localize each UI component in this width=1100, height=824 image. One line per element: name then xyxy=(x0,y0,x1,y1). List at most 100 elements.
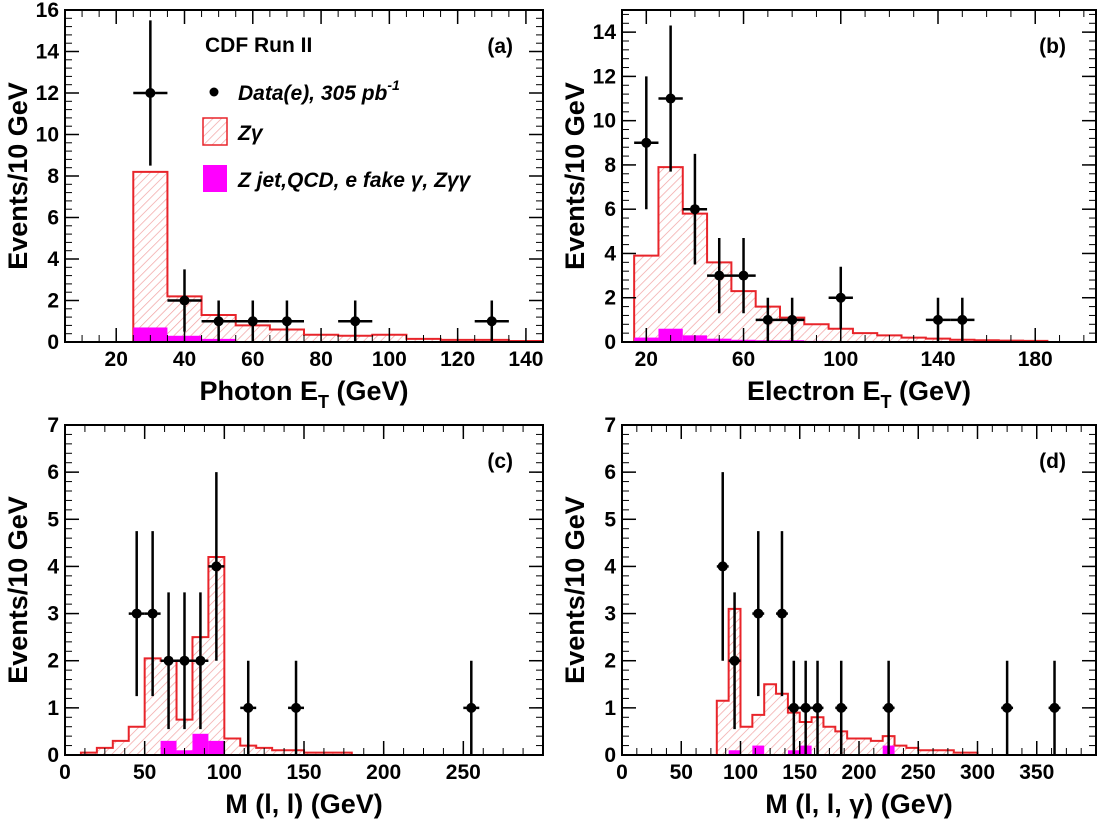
signal-bin-9 xyxy=(224,738,241,755)
panel-a: 0 2 4 6 8 10 12 14 16 20 40 60 80 100 120 140 (a) Events/… xyxy=(3,0,544,412)
y-tick-label: 4 xyxy=(604,555,616,578)
data-marker xyxy=(195,655,206,666)
y-axis-label: Events/10 GeV xyxy=(3,82,33,270)
data-marker xyxy=(350,316,361,327)
y-tick-label: 3 xyxy=(47,603,59,626)
signal-bin-0 xyxy=(634,255,659,342)
x-axis-label-main: Electron E xyxy=(747,376,881,406)
data-point-2 xyxy=(160,592,177,730)
signal-bin-11 xyxy=(847,738,859,755)
data-marker xyxy=(776,608,787,619)
data-marker xyxy=(1002,702,1013,713)
x-axis-label-subscript: T xyxy=(881,392,892,412)
data-point-10 xyxy=(1048,660,1061,755)
x-tick-label: 200 xyxy=(841,761,876,784)
x-axis-label-unit: (GeV) xyxy=(329,376,409,406)
signal-bin-13 xyxy=(870,740,883,755)
x-tick-label: 20 xyxy=(105,348,128,371)
y-tick-label: 12 xyxy=(593,65,616,88)
data-point-4 xyxy=(731,237,756,314)
x-axis-label: M (l, l) (GeV) xyxy=(225,789,383,819)
signal-bin-21 xyxy=(965,752,978,755)
data-point-6 xyxy=(811,660,824,755)
y-tick-label: 3 xyxy=(604,603,616,626)
data-point-6 xyxy=(240,660,257,755)
y-tick-label: 2 xyxy=(47,290,59,313)
data-marker xyxy=(717,561,728,572)
background-bin-1 xyxy=(752,745,765,755)
signal-bin-5 xyxy=(776,693,788,755)
y-tick-label: 14 xyxy=(36,41,60,64)
panel-label: (d) xyxy=(1039,450,1066,473)
data-point-1 xyxy=(728,592,741,730)
data-marker xyxy=(131,608,142,619)
data-marker xyxy=(147,608,158,619)
background-bin-0 xyxy=(728,750,741,755)
signal-bin-0 xyxy=(80,752,97,755)
x-tick-label: 140 xyxy=(508,348,543,371)
signal-bin-16 xyxy=(906,747,919,755)
y-tick-label: 1 xyxy=(47,697,59,720)
data-marker xyxy=(957,314,968,325)
x-tick-label: 60 xyxy=(732,348,755,371)
y-tick-label: 5 xyxy=(47,508,59,531)
data-point-4 xyxy=(192,592,209,730)
data-marker xyxy=(762,314,773,325)
signal-bin-9 xyxy=(823,726,836,755)
data-point-6 xyxy=(780,297,805,342)
data-point-0 xyxy=(634,76,659,210)
signal-bin-6 xyxy=(176,719,193,755)
signal-bin-14 xyxy=(304,752,320,755)
background-bin-0 xyxy=(160,740,177,755)
data-marker xyxy=(729,655,740,666)
signal-bin-17 xyxy=(918,750,931,755)
x-axis-label-unit: (GeV) xyxy=(873,789,953,819)
data-point-2 xyxy=(752,531,765,697)
legend: CDF Run II Data(e), 305 pb-1 Zγ Z jet,QC… xyxy=(202,34,472,192)
panel-b: 0 2 4 6 8 10 12 14 20 60 100 140 180 (b) Events/10 GeV… xyxy=(560,9,1097,412)
data-marker xyxy=(836,702,847,713)
signal-bin-7 xyxy=(804,324,829,342)
data-point-8 xyxy=(463,660,480,755)
data-marker xyxy=(641,137,652,148)
x-axis-label-main: Photon E xyxy=(200,376,318,406)
data-point-5 xyxy=(208,472,225,661)
data-marker xyxy=(738,270,749,281)
data-marker xyxy=(243,702,254,713)
signal-bin-15 xyxy=(894,745,907,755)
y-tick-label: 2 xyxy=(604,650,616,673)
legend-data-superscript: -1 xyxy=(387,77,400,93)
signal-histogram-outline xyxy=(715,607,979,756)
y-tick-label: 16 xyxy=(36,0,59,22)
data-point-8 xyxy=(882,660,895,755)
data-marker xyxy=(179,295,190,306)
x-tick-label: 100 xyxy=(207,761,242,784)
data-point-5 xyxy=(799,660,812,755)
plot-frame xyxy=(621,9,1097,343)
legend-background-label: Z jet,QCD, e fake γ, Zγγ xyxy=(237,169,472,192)
x-axis-label-main: M (l, l, γ) xyxy=(765,789,873,819)
signal-bin-2 xyxy=(740,726,753,755)
signal-bin-12 xyxy=(272,750,289,755)
x-tick-label: 200 xyxy=(366,761,401,784)
experiment-label: CDF Run II xyxy=(205,34,312,57)
data-marker xyxy=(812,702,823,713)
legend-data-marker xyxy=(209,87,219,97)
x-axis-label-subscript: T xyxy=(318,392,329,412)
panel-label: (c) xyxy=(487,450,513,473)
signal-bin-15 xyxy=(319,752,336,755)
x-axis-label-unit: (GeV) xyxy=(892,376,972,406)
data-marker xyxy=(163,655,174,666)
data-point-7 xyxy=(835,660,848,755)
y-tick-label: 0 xyxy=(47,744,59,767)
y-axis-label: Events/10 GeV xyxy=(3,496,33,684)
panel-label: (b) xyxy=(1039,35,1066,58)
signal-bin-2 xyxy=(112,740,129,755)
data-marker xyxy=(665,93,676,104)
y-tick-label: 5 xyxy=(604,508,616,531)
data-marker xyxy=(486,316,497,327)
signal-bin-4 xyxy=(764,684,777,755)
y-tick-label: 0 xyxy=(47,331,59,354)
signal-bin-20 xyxy=(953,752,966,755)
